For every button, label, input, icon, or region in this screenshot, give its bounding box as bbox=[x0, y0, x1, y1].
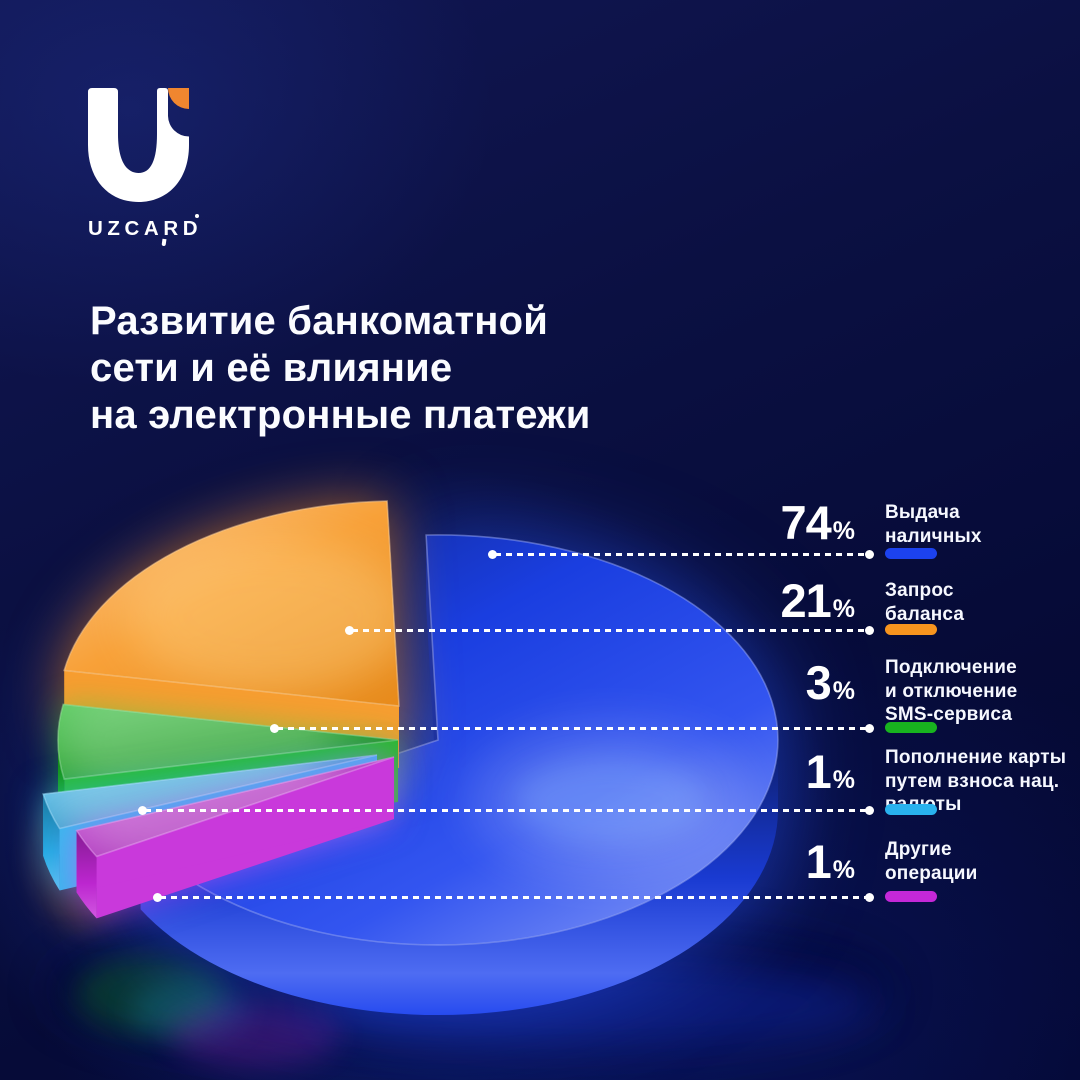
legend-pct-1: 74% bbox=[780, 496, 855, 549]
leader-line-1 bbox=[488, 550, 874, 559]
leader-line-4 bbox=[138, 806, 874, 815]
leader-line-5 bbox=[153, 893, 874, 902]
legend-label-3: Подключение и отключение SMS-сервиса bbox=[885, 657, 1018, 726]
page-title: Развитие банкоматной сети и её влияние н… bbox=[90, 298, 591, 438]
legend-label-2: Запрос баланса bbox=[885, 580, 965, 625]
title-line-3: на электронные платежи bbox=[90, 392, 591, 437]
logo-wordmark: UZCARD bbox=[88, 214, 228, 247]
legend-pct-3: 3% bbox=[805, 656, 855, 709]
pie-slice-1 bbox=[63, 500, 400, 768]
uzcard-logo: UZCARD bbox=[88, 88, 228, 247]
legend-swatch-5 bbox=[885, 891, 937, 902]
legend-swatch-2 bbox=[885, 624, 937, 635]
legend-label-1: Выдача наличных bbox=[885, 502, 982, 547]
logo-trademark-dot bbox=[195, 214, 199, 218]
logo-orange-quarter-icon bbox=[168, 88, 189, 109]
legend-label-5: Другие операции bbox=[885, 839, 978, 884]
leader-line-3 bbox=[270, 724, 874, 733]
uzcard-u-mark-icon bbox=[88, 88, 189, 202]
legend-pct-2: 21% bbox=[780, 574, 855, 627]
title-line-2: сети и её влияние bbox=[90, 345, 453, 390]
legend-swatch-3 bbox=[885, 722, 937, 733]
title-line-1: Развитие банкоматной bbox=[90, 299, 549, 343]
legend-pct-4: 1% bbox=[805, 745, 855, 798]
legend-swatch-1 bbox=[885, 548, 937, 559]
legend-pct-5: 1% bbox=[805, 835, 855, 888]
leader-line-2 bbox=[345, 626, 874, 635]
legend-swatch-4 bbox=[885, 804, 937, 815]
